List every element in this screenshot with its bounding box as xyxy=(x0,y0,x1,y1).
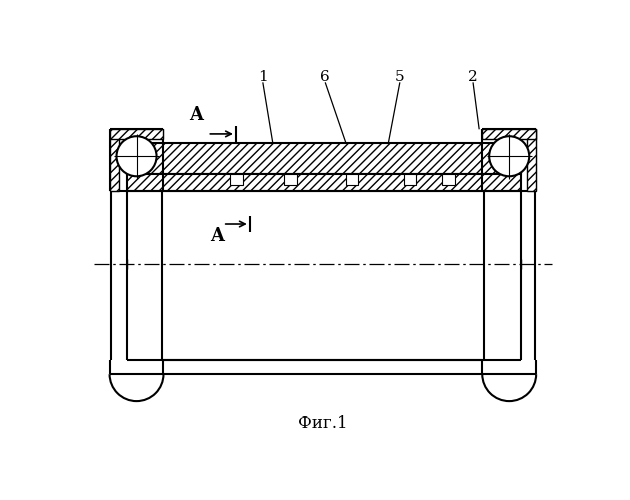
Bar xyxy=(527,130,536,191)
Text: A: A xyxy=(210,226,224,244)
Text: 1: 1 xyxy=(258,70,268,84)
Bar xyxy=(482,130,536,138)
Bar xyxy=(127,174,521,191)
Bar xyxy=(442,174,454,184)
Bar xyxy=(231,174,243,184)
Text: A: A xyxy=(189,106,203,124)
Circle shape xyxy=(117,136,156,176)
Text: 6: 6 xyxy=(320,70,330,84)
Text: 5: 5 xyxy=(395,70,404,84)
Text: Фиг.1: Фиг.1 xyxy=(298,415,348,432)
Bar xyxy=(110,130,119,191)
Bar xyxy=(404,174,416,184)
Text: 2: 2 xyxy=(468,70,478,84)
Bar xyxy=(284,174,297,184)
Bar xyxy=(110,130,164,138)
Circle shape xyxy=(489,136,529,176)
Bar xyxy=(127,143,521,174)
Bar xyxy=(346,174,358,184)
